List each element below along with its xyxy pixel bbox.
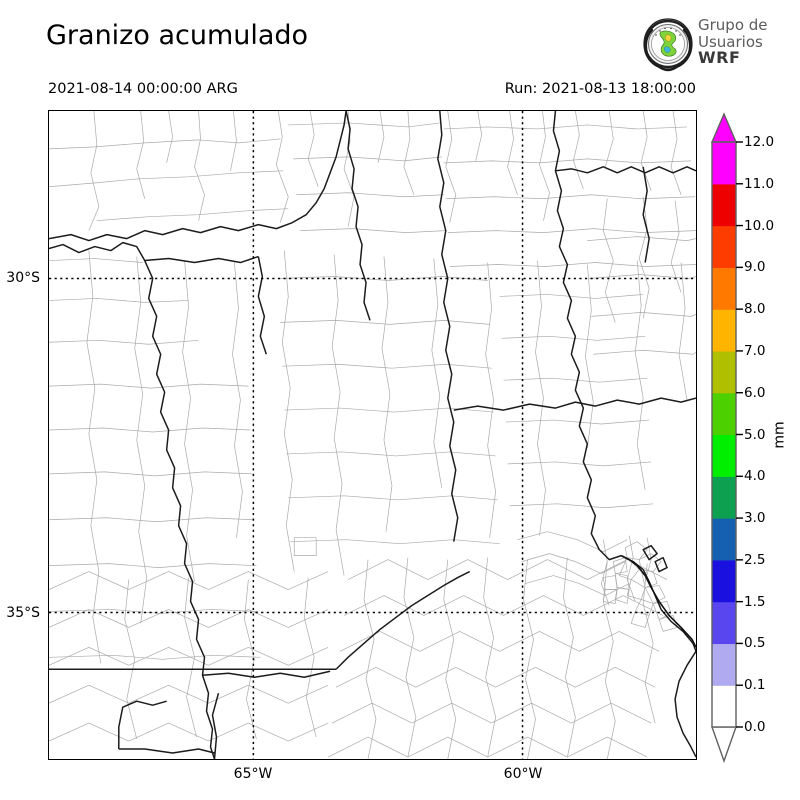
coastline bbox=[620, 554, 696, 648]
colorbar-tick-label: 1.5 bbox=[744, 593, 766, 610]
map-canvas[interactable]: .dept { fill:none; stroke:#aaaaaa; strok… bbox=[48, 110, 697, 760]
axis-label-lat-35S: 35°S bbox=[6, 605, 40, 621]
brand-logo-text: Grupo de Usuarios WRF bbox=[698, 17, 768, 67]
colorbar-ticks bbox=[736, 141, 743, 728]
colorbar-tick-label: 10.0 bbox=[744, 217, 775, 234]
colorbar-tick-label: 11.0 bbox=[744, 175, 775, 192]
colorbar-tick-label: 12.0 bbox=[744, 134, 775, 150]
colorbar-unit-label: mm bbox=[771, 421, 788, 449]
colorbar-tick-label: 6.0 bbox=[744, 384, 766, 401]
run-time-label: Run: 2021-08-13 18:00:00 bbox=[504, 81, 696, 97]
colorbar-tick-label: 3.0 bbox=[744, 510, 766, 527]
axis-label-lat-30S: 30°S bbox=[6, 270, 40, 286]
brand-logo: Grupo de Usuarios WRF bbox=[640, 14, 792, 74]
colorbar-band bbox=[712, 392, 736, 436]
colorbar-over-arrow bbox=[710, 112, 738, 143]
axis-label-lon-65W: 65°W bbox=[233, 766, 273, 782]
colorbar-tick-label: 0.0 bbox=[744, 719, 766, 735]
colorbar-band bbox=[712, 267, 736, 310]
colorbar-band bbox=[712, 183, 736, 227]
logo-line-2: Usuarios bbox=[698, 32, 763, 51]
colorbar-tick-label: 9.0 bbox=[744, 259, 766, 276]
colorbar-tick-label: 0.1 bbox=[744, 677, 766, 694]
map-vector-layer: .dept { fill:none; stroke:#aaaaaa; strok… bbox=[49, 111, 696, 759]
colorbar: 0.0 0.1 0.5 1.5 2.5 3.0 4.0 5.0 6.0 7.0 8.0 9.0 10.0… bbox=[708, 112, 774, 764]
colorbar-tick-label: 2.5 bbox=[744, 551, 766, 568]
colorbar-band bbox=[712, 518, 736, 561]
colorbar-tick-label: 0.5 bbox=[744, 635, 766, 652]
colorbar-band bbox=[712, 643, 736, 686]
colorbar-tick-label: 8.0 bbox=[744, 301, 766, 318]
colorbar-tick-label: 7.0 bbox=[744, 342, 766, 359]
colorbar-band bbox=[712, 559, 736, 603]
colorbar-band bbox=[712, 476, 736, 519]
colorbar-under-arrow bbox=[711, 726, 737, 764]
colorbar-band bbox=[712, 350, 736, 394]
colorbar-band bbox=[712, 142, 736, 185]
axis-label-lon-60W: 60°W bbox=[503, 766, 543, 782]
colorbar-graphic bbox=[710, 112, 743, 764]
valid-time-label: 2021-08-14 00:00:00 ARG bbox=[48, 81, 238, 97]
colorbar-band bbox=[712, 685, 736, 728]
logo-line-1: Grupo de bbox=[698, 16, 768, 34]
colorbar-band bbox=[712, 309, 736, 352]
colorbar-bands bbox=[710, 112, 738, 764]
colorbar-tick-label: 5.0 bbox=[744, 426, 766, 443]
colorbar-tick-label: 4.0 bbox=[744, 468, 766, 485]
province-boundaries bbox=[49, 111, 696, 759]
map-gridlines bbox=[49, 111, 696, 759]
colorbar-band bbox=[712, 225, 736, 268]
colorbar-band bbox=[712, 434, 736, 477]
page-title: Granizo acumulado bbox=[46, 20, 309, 51]
logo-line-3: WRF bbox=[698, 48, 741, 67]
wrf-globe-emblem-icon bbox=[643, 18, 693, 72]
colorbar-band bbox=[712, 601, 736, 645]
department-boundaries bbox=[49, 111, 696, 759]
